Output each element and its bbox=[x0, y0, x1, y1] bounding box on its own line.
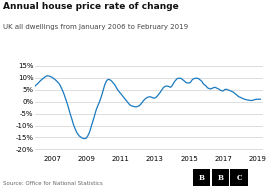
Text: B: B bbox=[199, 174, 205, 182]
Text: UK all dwellings from January 2006 to February 2019: UK all dwellings from January 2006 to Fe… bbox=[3, 24, 188, 30]
Text: B: B bbox=[217, 174, 224, 182]
Text: Annual house price rate of change: Annual house price rate of change bbox=[3, 2, 178, 11]
Text: C: C bbox=[236, 174, 242, 182]
Text: Source: Office for National Statistics: Source: Office for National Statistics bbox=[3, 181, 102, 186]
